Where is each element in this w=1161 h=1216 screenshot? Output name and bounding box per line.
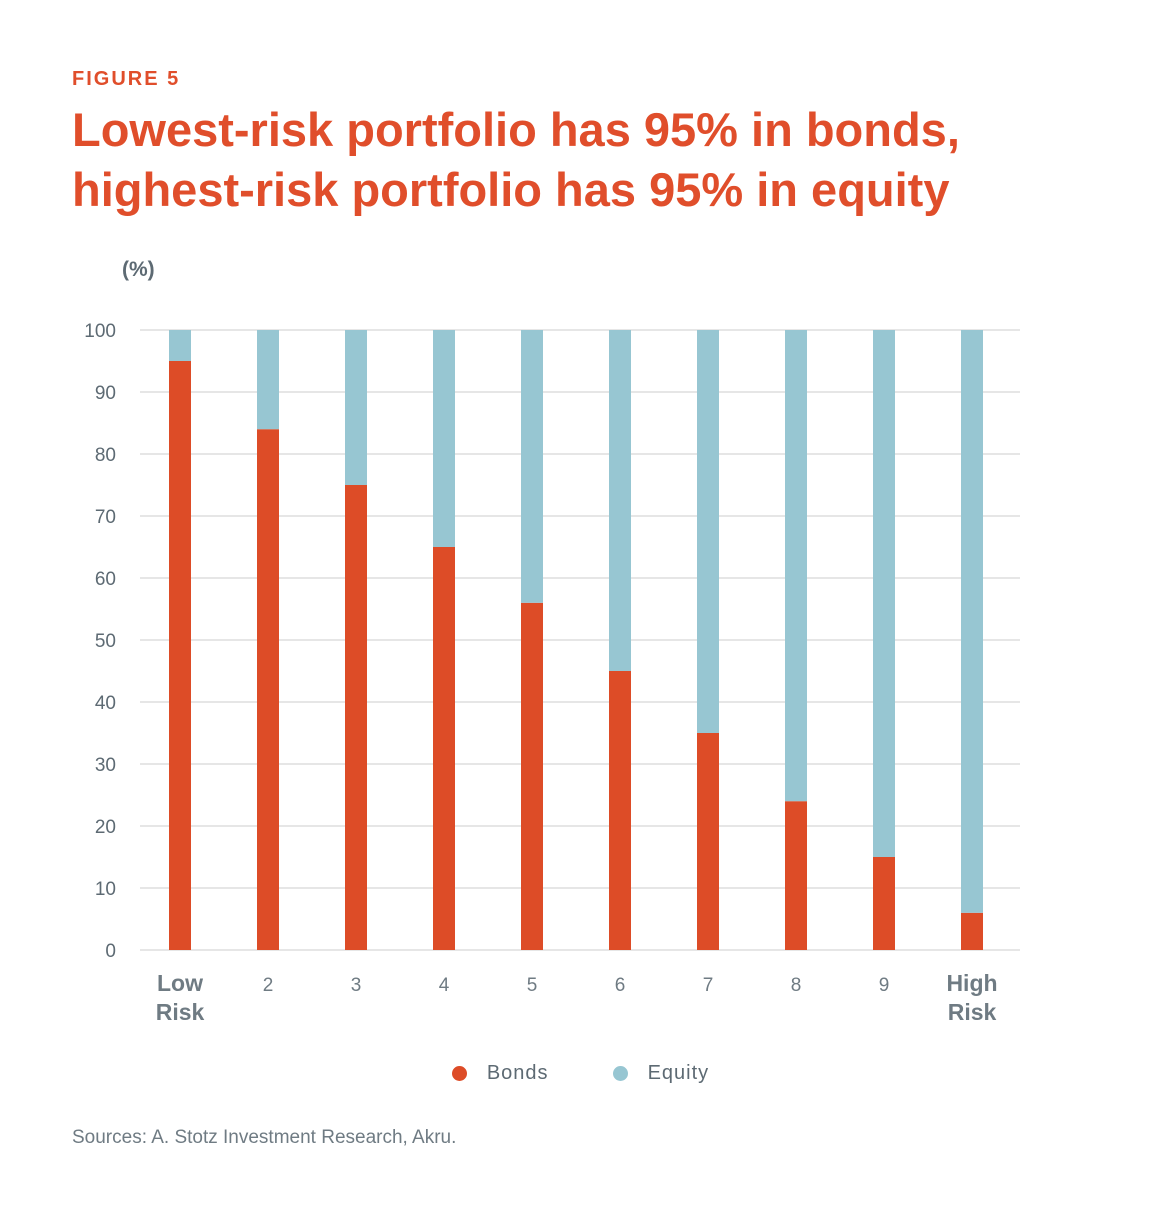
figure-label: FIGURE 5 xyxy=(72,68,181,90)
y-tick-label: 90 xyxy=(95,383,116,404)
bar-bonds xyxy=(433,547,455,950)
legend-label-bonds: Bonds xyxy=(486,1062,549,1084)
y-tick-label: 80 xyxy=(95,445,116,466)
bar-bonds xyxy=(521,602,543,950)
x-axis-ticks: Low Risk 2 3 4 5 6 7 8 9 High Risk xyxy=(156,970,998,1025)
bar-bonds xyxy=(345,485,367,950)
y-axis-ticks: 0 10 20 30 40 50 60 70 80 90 100 xyxy=(84,321,116,962)
y-axis-unit-label: (%) xyxy=(122,258,155,281)
x-tick-label: 7 xyxy=(703,975,714,996)
legend-item-bonds: Bonds xyxy=(451,1062,549,1085)
bar-bonds xyxy=(609,671,631,950)
y-tick-label: 30 xyxy=(95,755,116,776)
x-tick-label: 3 xyxy=(351,975,362,996)
bar-equity xyxy=(609,330,631,671)
bar-equity xyxy=(169,330,191,361)
bar-bonds xyxy=(785,801,807,950)
x-tick-label: Low Risk xyxy=(156,970,205,1025)
x-tick-label: 6 xyxy=(615,975,626,996)
x-tick-label: High Risk xyxy=(946,970,997,1025)
y-tick-label: 60 xyxy=(95,569,116,590)
y-tick-label: 0 xyxy=(105,941,116,962)
x-tick-label: 8 xyxy=(791,975,802,996)
bar-equity xyxy=(345,330,367,485)
bars xyxy=(169,330,983,950)
bar-bonds xyxy=(873,857,895,950)
bar-equity xyxy=(433,330,455,547)
x-tick-label: 2 xyxy=(263,975,274,996)
bar-bonds xyxy=(697,733,719,950)
y-tick-label: 50 xyxy=(95,631,116,652)
x-tick-label: 5 xyxy=(527,975,538,996)
bar-equity xyxy=(257,330,279,430)
legend-swatch-bonds xyxy=(451,1066,467,1081)
bar-equity xyxy=(697,330,719,733)
bar-bonds xyxy=(961,912,983,950)
bar-bonds xyxy=(257,429,279,950)
legend-item-equity: Equity xyxy=(612,1062,710,1085)
legend-swatch-equity xyxy=(612,1066,628,1081)
bar-bonds xyxy=(169,361,191,950)
y-tick-label: 100 xyxy=(84,321,116,342)
chart-title: Lowest-risk portfolio has 95% in bonds, … xyxy=(72,103,960,216)
y-tick-label: 10 xyxy=(95,879,116,900)
y-tick-label: 70 xyxy=(95,507,116,528)
x-tick-label: 9 xyxy=(879,975,890,996)
source-note: Sources: A. Stotz Investment Research, A… xyxy=(72,1127,457,1148)
y-tick-label: 40 xyxy=(95,693,116,714)
bar-equity xyxy=(785,330,807,802)
bar-equity xyxy=(873,330,895,857)
legend: Bonds Equity xyxy=(0,1062,1161,1085)
legend-label-equity: Equity xyxy=(647,1062,710,1084)
bar-equity xyxy=(961,330,983,913)
y-tick-label: 20 xyxy=(95,817,116,838)
x-tick-label: 4 xyxy=(439,975,450,996)
bar-equity xyxy=(521,330,543,603)
